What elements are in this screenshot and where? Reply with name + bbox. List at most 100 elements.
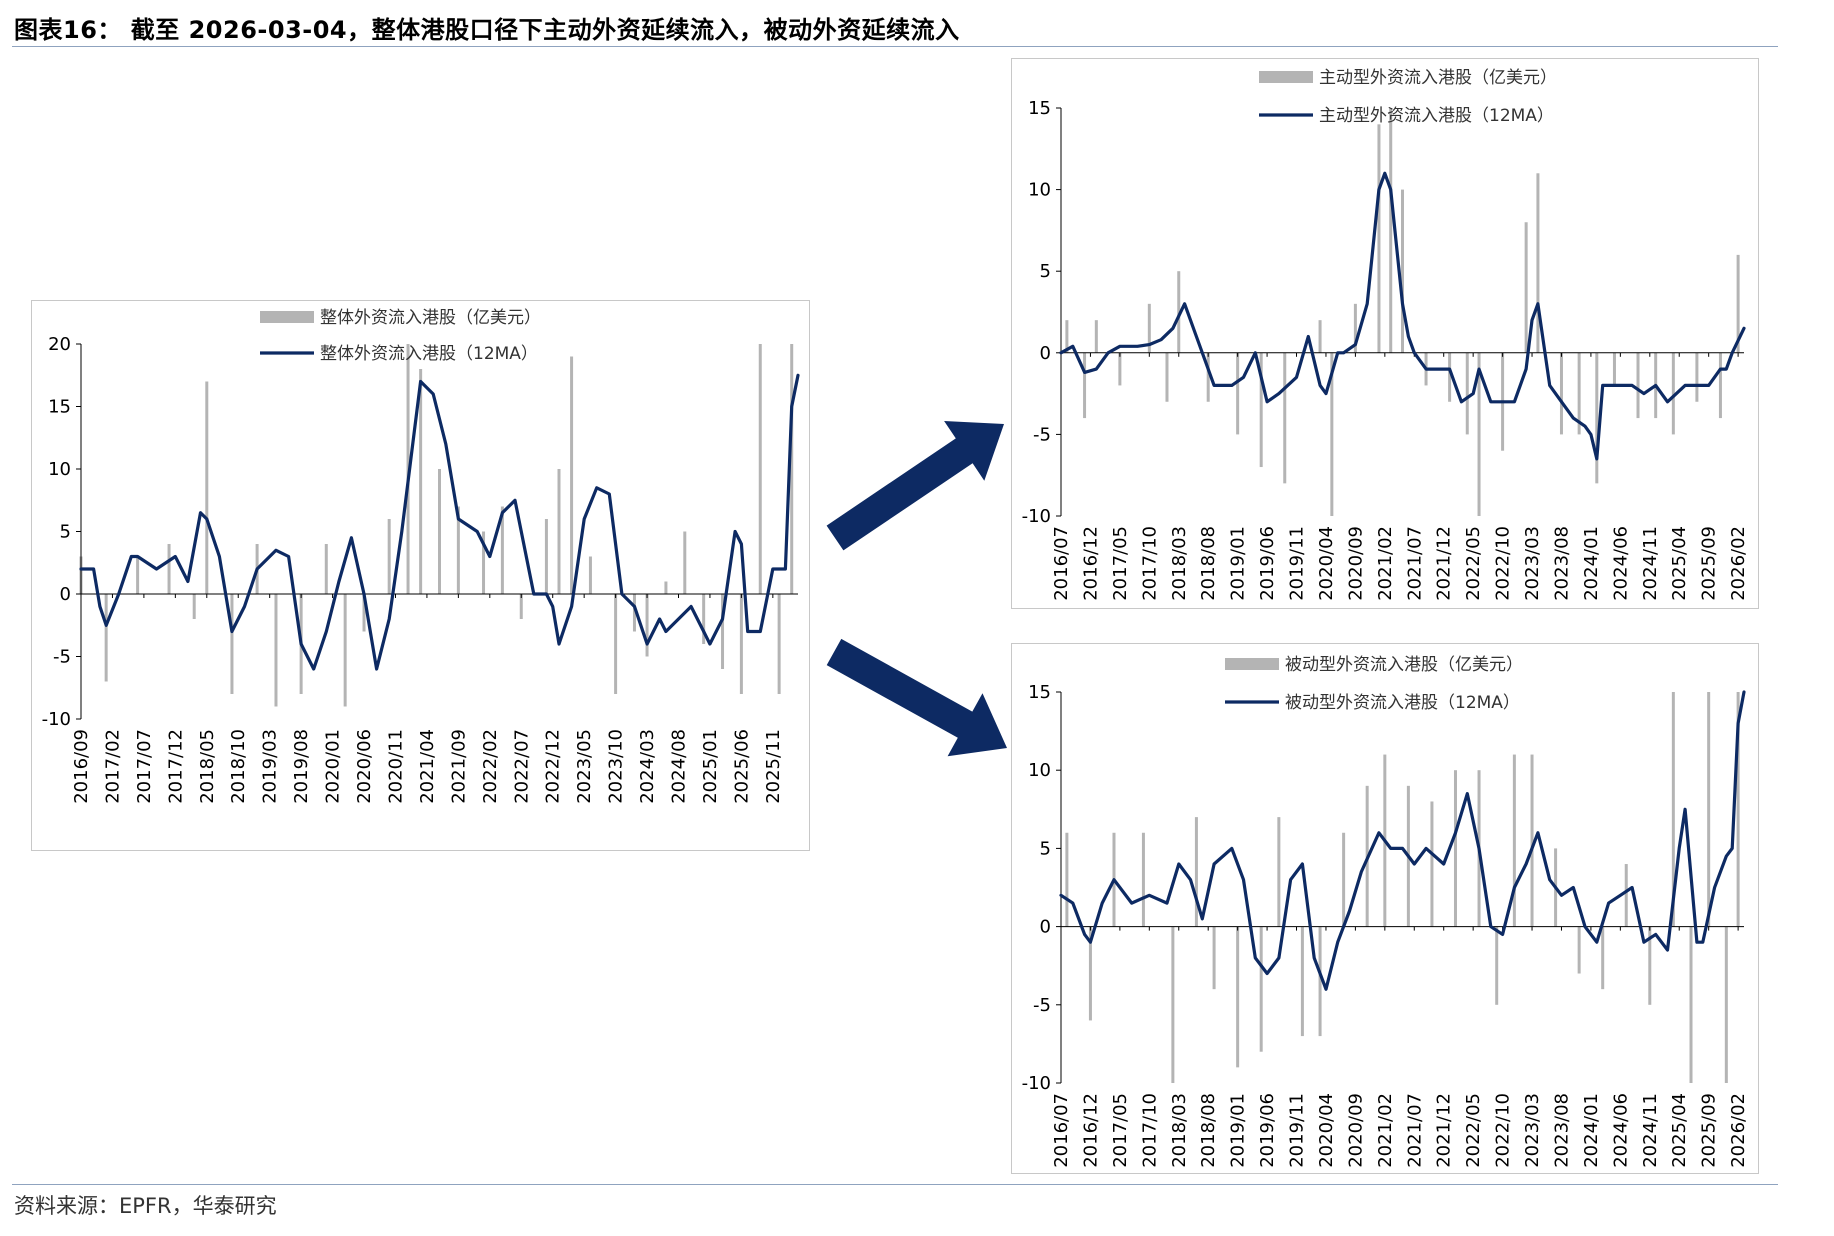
chart-panel-overall: -10 -5 0 5 10 15 20 2016/09 2017/02 2017/07 2017/1… (31, 300, 810, 851)
data-bar (1648, 926, 1652, 1005)
ma-line-active (1059, 171, 1746, 461)
data-bar (1330, 352, 1334, 516)
data-bar (1277, 817, 1281, 927)
data-bar (570, 356, 574, 594)
x-tick-label: 2024/01 (1581, 526, 1602, 601)
data-bar (167, 544, 171, 594)
x-tick-label: 2018/08 (1198, 526, 1219, 601)
data-bar (1194, 817, 1198, 927)
x-tick-label: 2017/05 (1110, 526, 1131, 601)
data-bar (1671, 692, 1675, 927)
y-tick-label: 20 (48, 334, 71, 355)
data-bar (519, 594, 523, 619)
data-bar (1206, 352, 1210, 402)
x-tick-label: 2022/05 (1463, 1093, 1484, 1168)
data-bar (1236, 352, 1240, 435)
data-bar (1595, 352, 1599, 484)
data-bar (1671, 352, 1675, 435)
x-tick-label: 2025/04 (1669, 526, 1690, 601)
data-bar (1477, 352, 1481, 516)
data-bar (274, 594, 278, 707)
x-tick-label: 2026/02 (1728, 1093, 1749, 1168)
x-tick-label: 2019/11 (1287, 526, 1308, 601)
x-tick-label: 2025/06 (731, 729, 752, 804)
legend-label-bars: 整体外资流入港股（亿美元） (320, 308, 541, 328)
data-bar (456, 506, 460, 594)
x-tick-label: 2021/12 (1434, 526, 1455, 601)
y-tick-label: -10 (42, 709, 71, 730)
x-tick-label: 2024/11 (1640, 1093, 1661, 1168)
data-bar (1318, 320, 1322, 353)
data-bar (1259, 352, 1263, 468)
x-tick-label: 2018/10 (228, 729, 249, 804)
x-tick-label: 2022/12 (543, 729, 564, 804)
x-tick-label: 2021/12 (1434, 1093, 1455, 1168)
data-bar (324, 544, 328, 594)
x-tick-label: 2021/07 (1404, 526, 1425, 601)
data-bar (1512, 754, 1516, 927)
data-bar (104, 594, 108, 682)
x-tick-label: 2024/08 (669, 729, 690, 804)
ma-line-passive (1059, 690, 1746, 991)
data-bar (1065, 320, 1069, 353)
x-tick-label: 2018/08 (1198, 1093, 1219, 1168)
x-tick-label: 2025/11 (763, 729, 784, 804)
legend-label-line: 主动型外资流入港股（12MA） (1319, 106, 1554, 126)
data-bar (1624, 864, 1628, 927)
x-tick-label: 2021/02 (1375, 526, 1396, 601)
data-bar (1318, 926, 1322, 1037)
data-bar (1707, 692, 1711, 927)
x-tick-label: 2019/08 (291, 729, 312, 804)
y-tick-label: 15 (1028, 98, 1051, 119)
chart-svg-overall: -10 -5 0 5 10 15 20 2016/09 2017/02 2017/07 2017/1… (42, 308, 800, 804)
data-bar (1353, 303, 1357, 353)
x-tick-label: 2020/06 (354, 729, 375, 804)
x-tick-label: 2021/02 (1375, 1093, 1396, 1168)
x-tick-label: 2021/04 (417, 729, 438, 804)
figure-title: 图表16： 截至 2026-03-04，整体港股口径下主动外资延续流入，被动外资… (14, 16, 960, 44)
data-bar (1612, 352, 1616, 386)
data-bar (1088, 926, 1092, 1021)
y-tick-label: 5 (60, 522, 71, 543)
x-tick-label: 2024/06 (1610, 526, 1631, 601)
data-bar (1453, 770, 1457, 927)
y-tick-label: 5 (1040, 838, 1051, 859)
y-tick-label: -5 (53, 647, 71, 668)
x-tick-label: 2019/01 (1228, 1093, 1249, 1168)
chart-panel-active: -10 -5 0 5 10 15 2016/07 2016/12 2017/05 2017/10 2… (1011, 58, 1759, 609)
data-bar (1524, 222, 1528, 353)
y-tick-label: -5 (1033, 424, 1051, 445)
x-tick-label: 2023/03 (1522, 1093, 1543, 1168)
data-bar (230, 594, 234, 694)
source-note: 资料来源：EPFR，华泰研究 (14, 1194, 277, 1218)
data-bar (632, 594, 636, 632)
data-bar (1430, 801, 1434, 927)
data-bar (1300, 926, 1304, 1037)
x-tick-label: 2022/10 (1493, 526, 1514, 601)
data-bar (136, 556, 140, 594)
x-tick-label: 2026/02 (1728, 526, 1749, 601)
x-tick-label: 2019/01 (1228, 526, 1249, 601)
data-bar (1495, 926, 1499, 1005)
x-tick-label: 2016/09 (71, 729, 92, 804)
x-tick-label: 2016/12 (1080, 526, 1101, 601)
data-bar (1283, 352, 1287, 484)
y-tick-label: -5 (1033, 995, 1051, 1016)
legend-swatch-bars (1259, 71, 1313, 83)
x-tick-label: 2025/04 (1669, 1093, 1690, 1168)
data-bar (1577, 926, 1581, 974)
data-bar (387, 519, 391, 594)
chart-svg-active: -10 -5 0 5 10 15 2016/07 2016/12 2017/05 2017/10 2… (1022, 68, 1750, 601)
data-bar (192, 594, 196, 619)
x-tick-label: 2023/05 (574, 729, 595, 804)
data-bar (1465, 352, 1469, 435)
chart-panel-passive: -10 -5 0 5 10 15 2016/07 2016/12 2017/05 2017/10 2… (1011, 643, 1759, 1174)
legend-swatch-bars (260, 311, 314, 323)
x-tick-label: 2020/04 (1316, 526, 1337, 601)
data-bar (683, 531, 687, 594)
data-bar (1259, 926, 1263, 1052)
data-bar (1736, 692, 1740, 927)
data-bar (1212, 926, 1216, 990)
arrow-to-active-chart (826, 421, 1004, 551)
data-bar (1236, 926, 1240, 1068)
